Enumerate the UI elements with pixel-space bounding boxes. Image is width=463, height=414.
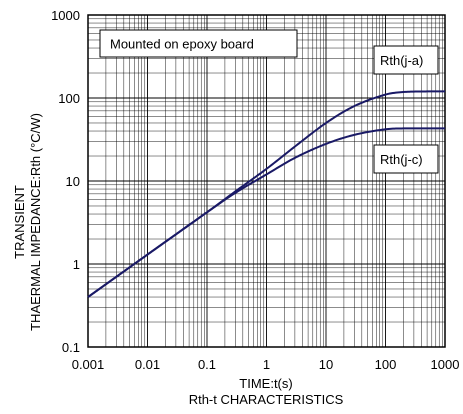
y-tick-label: 1000: [51, 8, 80, 23]
x-tick-label: 100: [375, 357, 397, 372]
legend-label-rth-jc: Rth(j-c): [373, 144, 439, 174]
chart-title: Rth-t CHARACTERISTICS: [189, 392, 344, 407]
y-tick-label: 0.1: [62, 340, 80, 355]
series-line-rth-jc: [87, 127, 445, 298]
y-tick-label: 1: [73, 257, 80, 272]
x-tick-labels: 0.001 0.01 0.1 1 10 100 1000: [72, 357, 460, 372]
annotation-frame: [99, 29, 298, 58]
y-tick-label: 10: [66, 174, 80, 189]
x-tick-label: 0.1: [198, 357, 216, 372]
annotation-box: Mounted on epoxy board: [99, 29, 298, 58]
legend-frame-rth-ja: [373, 45, 439, 75]
series-label-rth-jc: Rth(j-c): [380, 152, 423, 167]
x-tick-label: 0.001: [72, 357, 105, 372]
x-tick-label: 0.01: [135, 357, 160, 372]
legend-label-rth-ja: Rth(j-a): [373, 45, 439, 75]
x-tick-label: 1: [263, 357, 270, 372]
series-label-rth-ja: Rth(j-a): [380, 53, 423, 68]
y-axis-label-line-1: TRANSIENT: [12, 185, 27, 259]
x-axis-label: TIME:t(s): [239, 376, 292, 391]
plot-frame: [87, 14, 446, 348]
legend-frame-rth-jc: [373, 144, 439, 174]
y-tick-label: 100: [58, 91, 80, 106]
annotation-text: Mounted on epoxy board: [110, 37, 254, 52]
y-axis-label-line-2: THAERMAL IMPEDANCE:Rth (°C/W): [28, 113, 43, 331]
series-layer: [87, 90, 445, 298]
y-axis-label-group-2: THAERMAL IMPEDANCE:Rth (°C/W): [28, 113, 43, 331]
y-tick-labels: 0.1 1 10 100 1000: [51, 8, 80, 355]
x-tick-label: 1000: [431, 357, 460, 372]
y-axis-label-group: TRANSIENT: [12, 185, 27, 259]
x-tick-label: 10: [319, 357, 333, 372]
major-gridlines: [88, 15, 445, 347]
